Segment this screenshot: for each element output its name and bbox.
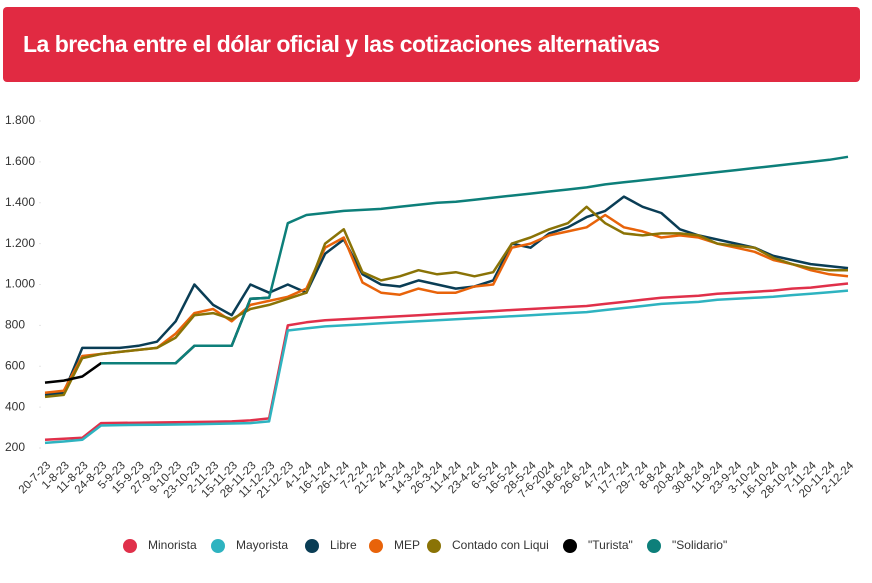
legend-label: "Turista" — [588, 538, 633, 552]
header: La brecha entre el dólar oficial y las c… — [3, 7, 860, 82]
y-tick-label: 1.400 — [5, 195, 35, 209]
y-tick-label: 1.800 — [5, 113, 35, 127]
legend-label: Minorista — [148, 538, 197, 552]
legend-swatch — [123, 539, 137, 553]
legend-label: "Solidario" — [672, 538, 727, 552]
legend-label: Libre — [330, 538, 357, 552]
y-tick-label: 800 — [5, 318, 25, 332]
chart-title: La brecha entre el dólar oficial y las c… — [23, 31, 660, 57]
series-line — [44, 195, 849, 397]
y-tick-label: 600 — [5, 358, 25, 372]
legend-swatch — [563, 539, 577, 553]
legend-swatch — [647, 539, 661, 553]
legend-swatch — [427, 539, 441, 553]
y-tick-label: 1.000 — [5, 277, 35, 291]
legend-label: Contado con Liqui — [452, 538, 549, 552]
legend-swatch — [305, 539, 319, 553]
legend-swatch — [211, 539, 225, 553]
series-line — [44, 205, 848, 399]
series-line — [44, 282, 849, 442]
series-line — [101, 155, 849, 365]
series-line — [44, 289, 849, 445]
legend-label: Mayorista — [236, 538, 288, 552]
legend-label: MEP — [394, 538, 420, 552]
y-tick-label: 1.200 — [5, 236, 35, 250]
legend-swatch — [369, 539, 383, 553]
y-tick-label: 1.600 — [5, 154, 35, 168]
y-tick-label: 200 — [5, 440, 25, 454]
y-tick-label: 400 — [5, 399, 25, 413]
